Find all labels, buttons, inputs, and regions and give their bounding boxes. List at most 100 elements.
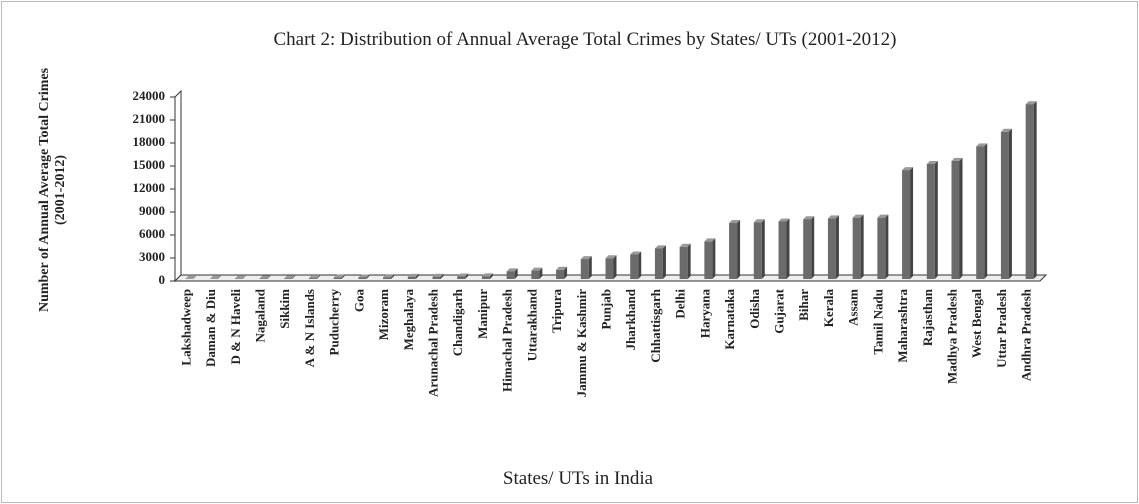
bar xyxy=(704,241,713,279)
x-tick-label: Kerala xyxy=(821,289,836,328)
bar xyxy=(481,276,490,279)
bar-top xyxy=(185,275,197,279)
bar-side xyxy=(564,266,568,279)
bar xyxy=(926,164,935,279)
x-axis-label: States/ UTs in India xyxy=(503,468,654,489)
x-tick-label: Himachal Pradesh xyxy=(500,288,515,392)
bar xyxy=(877,217,886,279)
x-tick-label: Nagaland xyxy=(252,288,267,342)
y-tick-label: 0 xyxy=(159,272,166,287)
bar-side xyxy=(613,255,617,279)
bar xyxy=(284,278,293,279)
bar xyxy=(531,270,540,279)
x-tick-label: Tamil Nadu xyxy=(870,289,885,355)
bar-side xyxy=(860,214,864,279)
bar-top xyxy=(753,219,765,223)
x-tick-label: Lakshadweep xyxy=(178,289,193,366)
y-tick-label: 15000 xyxy=(133,157,166,172)
y-tick-label: 24000 xyxy=(133,88,166,103)
bar xyxy=(753,222,762,279)
y-tick-label: 9000 xyxy=(139,203,165,218)
bar-side xyxy=(1033,101,1037,279)
x-tick-label: Manipur xyxy=(475,289,490,339)
bar-top xyxy=(234,275,246,279)
y-tick-label: 6000 xyxy=(139,226,165,241)
bar xyxy=(358,277,367,279)
bar-top xyxy=(358,274,370,278)
x-tick-label: Goa xyxy=(351,289,366,313)
bar xyxy=(803,219,812,279)
bar-side xyxy=(193,275,197,279)
bar-side xyxy=(514,268,518,279)
bar-side xyxy=(292,275,296,279)
bar-top xyxy=(556,266,568,270)
bar-top xyxy=(432,273,444,277)
chart-title: Chart 2: Distribution of Annual Average … xyxy=(273,29,896,50)
bar-side xyxy=(959,157,963,279)
bar-top xyxy=(654,245,666,249)
x-tick-label: Chandigarh xyxy=(450,288,465,356)
bar-side xyxy=(218,275,222,279)
x-tick-label: Assam xyxy=(846,289,861,326)
bar xyxy=(383,277,392,279)
y-tick-label: 3000 xyxy=(139,249,165,264)
bar-top xyxy=(926,161,938,164)
bar-top xyxy=(407,273,419,277)
bar xyxy=(778,221,787,279)
x-tick-label: Jharkhand xyxy=(623,288,638,350)
bar-top xyxy=(531,267,543,271)
bar-top xyxy=(284,275,296,279)
x-tick-label: Puducherry xyxy=(327,289,342,356)
bar-top xyxy=(630,251,642,255)
bar-top xyxy=(383,274,395,278)
bar-top xyxy=(729,220,741,224)
bar xyxy=(457,276,466,279)
bar xyxy=(827,218,836,279)
x-tick-label: Sikkim xyxy=(277,289,292,329)
bar-side xyxy=(737,220,741,279)
x-tick-label: Bihar xyxy=(796,289,811,321)
bar-top xyxy=(902,167,914,171)
y-axis-label: Number of Annual Average Total Crimes xyxy=(37,67,52,312)
bar xyxy=(333,277,342,279)
x-tick-label: Karnataka xyxy=(722,289,737,350)
x-tick-label: Delhi xyxy=(673,289,688,319)
bar-top xyxy=(827,215,839,219)
bar xyxy=(432,276,441,279)
bar-top xyxy=(679,243,691,247)
bar-side xyxy=(662,245,666,279)
bar-side xyxy=(638,251,642,279)
bar-top xyxy=(1025,101,1037,105)
x-tick-label: Odisha xyxy=(747,289,762,329)
x-tick-label: Uttar Pradesh xyxy=(994,288,1009,368)
x-tick-label: Uttarakhand xyxy=(524,288,539,361)
x-tick-label: Chhattisgarh xyxy=(648,288,663,362)
bar xyxy=(605,258,614,279)
bar-side xyxy=(465,273,469,279)
x-tick-label: Punjab xyxy=(598,289,613,329)
bar xyxy=(852,217,861,279)
bar-top xyxy=(778,218,790,222)
bar-side xyxy=(242,275,246,279)
bar-top xyxy=(951,157,963,161)
bar-side xyxy=(761,219,765,279)
bar-side xyxy=(811,216,815,279)
x-tick-label: Andhra Pradesh xyxy=(1019,288,1034,381)
bar xyxy=(951,160,960,279)
back-wall xyxy=(174,89,182,283)
bar-side xyxy=(1008,128,1012,279)
bar-side xyxy=(391,274,395,279)
bar-side xyxy=(885,214,889,279)
bar-side xyxy=(786,218,790,279)
bar-side xyxy=(934,161,938,279)
bar-side xyxy=(687,243,691,279)
bar-side xyxy=(316,275,320,279)
bar-side xyxy=(984,143,988,279)
x-tick-label: Daman & Diu xyxy=(203,289,218,367)
x-tick-label: West Bengal xyxy=(969,289,984,358)
bar xyxy=(506,271,515,279)
x-tick-label: Mizoram xyxy=(376,289,391,340)
x-tick-label: A & N Islands xyxy=(302,289,317,367)
bar xyxy=(902,170,911,279)
